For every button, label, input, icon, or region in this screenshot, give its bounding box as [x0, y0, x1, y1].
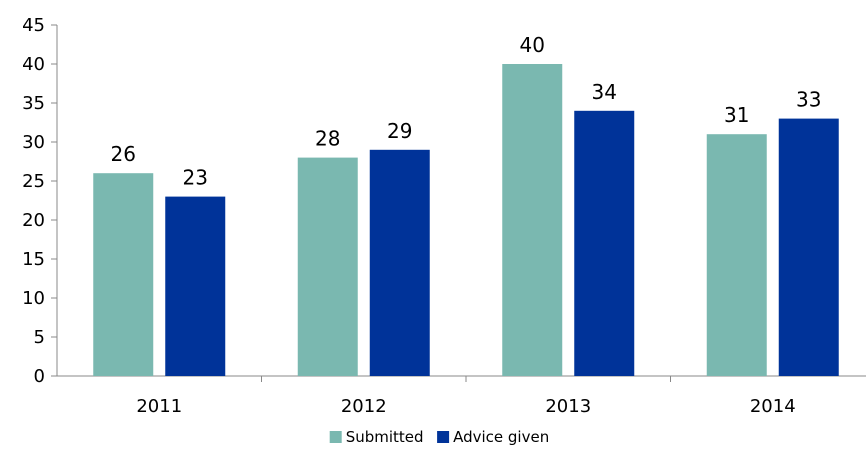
legend-label: Submitted	[346, 428, 424, 446]
data-label: 29	[387, 119, 412, 143]
x-tick-label: 2012	[341, 396, 387, 417]
data-label: 26	[111, 142, 136, 166]
legend-swatch	[437, 431, 450, 443]
axes: 0 5 10 15 20 25 30 35 40 45 2011 2012 2013 2014	[22, 15, 866, 417]
y-tick-label: 25	[22, 171, 45, 192]
bar	[706, 134, 767, 376]
y-tick-label: 40	[22, 54, 45, 75]
bars	[93, 64, 839, 377]
data-labels: 26 23 28 29 40 34 31 33	[111, 33, 822, 190]
legend: Submitted Advice given	[329, 428, 549, 446]
x-tick-label: 2011	[136, 396, 182, 417]
data-label: 28	[315, 127, 340, 151]
y-tick-label: 45	[22, 15, 45, 36]
x-tick-label: 2013	[545, 396, 591, 417]
y-tick-label: 0	[34, 366, 45, 387]
y-tick-label: 15	[22, 249, 45, 270]
x-tick-label: 2014	[750, 396, 796, 417]
bar	[93, 173, 154, 376]
legend-swatch	[329, 431, 342, 443]
data-label: 40	[520, 33, 545, 57]
bar	[778, 118, 839, 376]
data-label: 34	[592, 80, 617, 104]
data-label: 31	[724, 103, 749, 127]
y-tick-label: 5	[34, 327, 45, 348]
y-tick-label: 20	[22, 210, 45, 231]
bar	[502, 64, 563, 376]
data-label: 33	[796, 88, 821, 112]
bar	[297, 157, 358, 376]
bar	[369, 149, 430, 376]
bar	[165, 196, 226, 376]
data-label: 23	[183, 166, 208, 190]
y-tick-label: 35	[22, 93, 45, 114]
y-tick-label: 10	[22, 288, 45, 309]
legend-label: Advice given	[453, 428, 549, 446]
bar	[574, 110, 635, 377]
y-tick-label: 30	[22, 132, 45, 153]
